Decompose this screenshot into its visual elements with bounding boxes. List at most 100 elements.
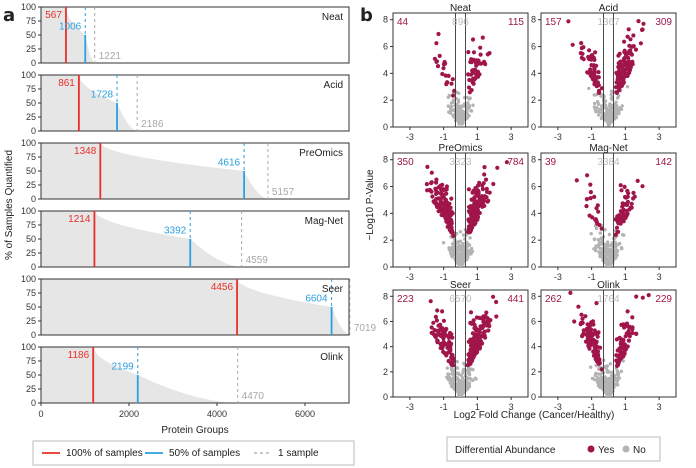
legend-box [32,440,355,466]
volcano-panel-seer: Seer 223 6570 441 0 2 4 6 8 -3 -1 1 3 [383,280,529,412]
point-not-significant [610,379,614,384]
area-fill-seer [41,279,350,335]
point-significant [444,212,449,217]
point-significant [566,19,571,24]
volcano-y-axis-label: −Log10 P-Value [365,169,376,241]
point-significant [485,52,490,57]
point-not-significant [465,245,469,249]
point-significant [484,186,489,191]
point-significant [616,360,621,366]
y-tick-label: 0 [31,58,36,68]
area-panel-title: Olink [320,352,344,363]
point-significant [448,227,453,232]
point-significant [473,220,478,226]
point-significant [581,328,586,333]
count-up: 309 [655,17,672,28]
point-significant [596,70,601,75]
point-significant [613,85,619,90]
point-not-significant [461,262,465,266]
point-significant [466,209,471,214]
point-significant [433,334,438,339]
point-not-significant [608,113,613,117]
point-not-significant [606,121,611,126]
point-not-significant [458,230,463,234]
y-tick-label: 4 [383,68,388,78]
y-tick-label: 25 [26,316,36,326]
point-significant [630,325,635,330]
point-not-significant [589,232,593,236]
count-down: 39 [545,157,557,168]
point-not-significant [617,111,621,116]
point-significant [474,207,479,212]
point-significant [629,205,634,210]
point-significant [434,328,440,333]
point-significant [614,225,620,230]
point-significant [589,63,594,68]
point-significant [470,37,476,42]
point-not-significant [455,116,459,120]
point-significant [584,326,590,331]
point-significant [581,57,586,62]
y-tick-label: 75 [26,84,36,94]
point-significant [614,90,620,95]
point-significant [428,299,433,304]
point-significant [623,202,628,207]
point-not-significant [448,110,452,114]
point-not-significant [462,390,466,394]
point-significant [470,80,475,85]
legend-label-0: 100% of samples [66,448,143,459]
x-axis-label: Protein Groups [161,425,228,436]
point-significant [441,66,446,71]
point-not-significant [617,108,621,113]
point-significant [494,299,499,305]
point-significant [434,318,439,323]
point-not-significant [469,109,474,113]
point-not-significant [600,116,604,120]
x-tick-label: 2000 [119,409,139,419]
point-significant [636,19,641,24]
y-tick-label: 0 [31,262,36,272]
point-significant [594,63,599,68]
point-significant [584,197,590,202]
point-significant [614,80,619,85]
points [424,160,509,267]
point-significant [481,331,486,336]
point-significant [580,316,585,321]
label-line-100pct: 567 [45,10,62,21]
y-tick-label: 6 [531,316,536,326]
point-not-significant [593,373,598,378]
point-significant [442,59,447,65]
point-significant [596,353,601,358]
point-significant [581,45,586,50]
point-significant [468,226,473,231]
point-not-significant [455,240,459,245]
point-significant [472,322,477,327]
x-tick-label: 3 [657,402,662,412]
point-significant [588,182,593,187]
panel-label-b: b [360,5,373,26]
point-significant [590,337,595,342]
legend-b: Differential Abundance Yes No [446,436,661,462]
point-significant [586,54,591,60]
point-significant [640,184,645,189]
point-significant [471,210,476,215]
point-significant [621,77,626,82]
point-significant [475,191,480,196]
x-tick-label: -1 [588,402,596,412]
point-significant [613,232,618,237]
point-not-significant [446,104,450,108]
volcano-panel-title: Olink [597,280,621,291]
area-fill-preomics [41,143,268,199]
point-not-significant [605,259,610,263]
point-significant [447,333,452,338]
point-not-significant [609,120,614,124]
point-not-significant [474,377,478,381]
point-not-significant [461,370,465,374]
point-significant [439,345,444,350]
x-tick-label: 0 [38,409,43,419]
x-tick-label: 1 [475,272,480,282]
point-significant [585,70,590,75]
y-tick-label: 8 [383,155,388,165]
label-line-50pct: 6604 [305,293,328,304]
point-significant [475,69,481,74]
